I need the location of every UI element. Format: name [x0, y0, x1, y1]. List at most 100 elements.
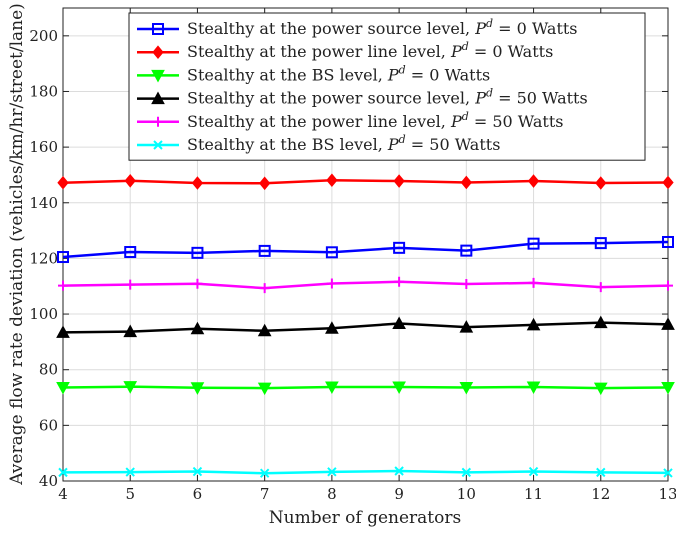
y-tick-label: 180: [29, 82, 58, 100]
data-point: [393, 174, 405, 188]
series-line: [62, 178, 669, 185]
series-line: [62, 385, 669, 390]
data-point: [123, 324, 138, 338]
data-point: [527, 237, 540, 250]
data-point: [259, 176, 271, 191]
data-point: [663, 468, 673, 478]
legend-label: Stealthy at the power source level, Pd =…: [187, 17, 578, 38]
data-point: [325, 246, 338, 259]
data-point: [125, 279, 136, 290]
x-tick-label: 11: [524, 485, 543, 503]
series-line: [62, 240, 669, 259]
series-4: [56, 315, 675, 338]
data-point: [326, 278, 337, 289]
legend-marker: [153, 116, 163, 127]
y-tick-label: 60: [39, 416, 58, 434]
data-point: [460, 175, 472, 190]
data-point: [192, 466, 203, 477]
data-point: [393, 241, 406, 254]
y-tick-label: 160: [29, 138, 58, 156]
data-point: [56, 382, 70, 395]
series-5: [58, 276, 673, 294]
data-point: [124, 174, 136, 188]
series-3: [56, 381, 675, 396]
data-point: [661, 317, 675, 330]
data-point: [325, 321, 339, 334]
data-point: [325, 381, 339, 395]
data-point: [461, 279, 472, 290]
series-2: [57, 173, 674, 191]
data-point: [662, 235, 674, 248]
data-point: [57, 175, 69, 190]
data-point: [124, 246, 137, 259]
data-point: [259, 468, 270, 478]
x-tick-label: 8: [327, 485, 337, 503]
data-point: [526, 317, 541, 331]
legend-label: Stealthy at the BS level, Pd = 50 Watts: [187, 133, 500, 154]
legend-label: Stealthy at the power source level, Pd =…: [187, 87, 588, 108]
data-point: [595, 176, 607, 190]
series-line: [62, 280, 669, 290]
legend-label: Stealthy at the power line level, Pd = 5…: [187, 110, 563, 131]
x-tick-label: 7: [260, 485, 270, 503]
data-point: [191, 246, 204, 259]
data-point: [527, 174, 540, 188]
data-point: [661, 382, 675, 395]
data-point: [596, 467, 606, 478]
x-tick-label: 10: [457, 485, 476, 503]
x-tick-label: 12: [591, 485, 610, 503]
series-group: [56, 173, 675, 478]
data-point: [593, 315, 608, 329]
y-axis-label: Average flow rate deviation (vehicles/km…: [7, 3, 27, 486]
x-tick-label: 4: [58, 485, 68, 503]
legend-box: [128, 12, 646, 161]
x-tick-label: 6: [193, 485, 203, 503]
data-point: [56, 325, 70, 338]
x-tick-label: 9: [394, 485, 404, 503]
series-1: [57, 235, 674, 264]
data-point: [259, 283, 270, 294]
y-tick-label: 80: [39, 361, 58, 379]
legend-entry: Stealthy at the BS level, Pd = 50 Watts: [137, 133, 500, 154]
data-point: [595, 282, 606, 293]
data-point: [57, 251, 69, 264]
series-line: [62, 321, 669, 334]
data-point: [58, 280, 68, 291]
legend: Stealthy at the power source level, Pd =…: [128, 12, 646, 161]
legend-marker: [151, 91, 165, 105]
data-point: [394, 276, 405, 287]
data-point: [594, 237, 607, 250]
x-tick-label: 13: [658, 485, 676, 503]
data-point: [326, 173, 338, 188]
data-point: [526, 381, 541, 395]
data-point: [459, 382, 474, 395]
data-point: [258, 244, 271, 257]
data-point: [662, 175, 674, 190]
legend-entry: Stealthy at the power line level, Pd = 0…: [137, 40, 553, 61]
data-point: [392, 381, 406, 395]
data-point: [257, 323, 272, 337]
legend-marker: [153, 140, 163, 150]
legend-marker: [152, 45, 164, 59]
legend-label: Stealthy at the BS level, Pd = 0 Watts: [187, 63, 490, 84]
legend-label: Stealthy at the power line level, Pd = 0…: [187, 40, 553, 61]
data-point: [190, 382, 205, 395]
data-point: [125, 467, 135, 477]
data-point: [191, 176, 204, 190]
data-point: [663, 280, 673, 291]
data-point: [394, 466, 404, 476]
data-point: [593, 382, 608, 396]
data-point: [460, 244, 473, 257]
data-point: [123, 381, 138, 394]
y-tick-label: 40: [39, 472, 58, 490]
y-tick-label: 100: [29, 305, 58, 323]
data-point: [528, 277, 539, 288]
data-point: [190, 321, 205, 335]
data-point: [192, 278, 203, 289]
data-point: [257, 382, 272, 396]
legend-entry: Stealthy at the power line level, Pd = 5…: [137, 110, 563, 131]
data-point: [58, 467, 68, 478]
data-point: [528, 466, 539, 477]
y-tick-label: 120: [29, 249, 58, 267]
